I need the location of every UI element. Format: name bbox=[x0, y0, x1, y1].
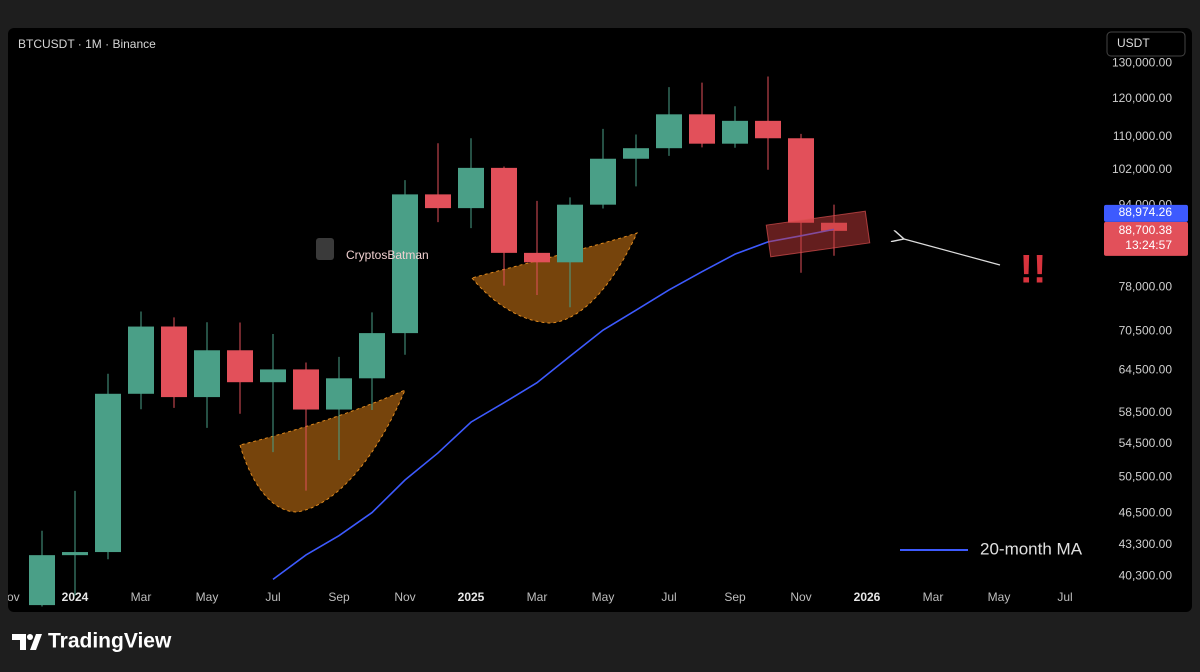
x-tick-label: 2026 bbox=[854, 590, 881, 604]
currency-button[interactable] bbox=[1106, 31, 1186, 57]
y-tick-label: 102,000.00 bbox=[1112, 162, 1172, 176]
cup-drawing bbox=[239, 389, 406, 513]
watermark: CryptosBatman bbox=[346, 248, 429, 262]
y-tick-label: 78,000.00 bbox=[1119, 279, 1173, 293]
candle-body bbox=[755, 120, 781, 139]
candle-body bbox=[689, 114, 715, 144]
candle-body bbox=[392, 194, 418, 334]
candle-body bbox=[623, 148, 649, 159]
legend-label: 20-month MA bbox=[980, 539, 1083, 558]
candle-body bbox=[161, 326, 187, 398]
logo-icon bbox=[12, 634, 42, 650]
ma-line bbox=[272, 228, 835, 581]
y-tick-label: 70,500.00 bbox=[1119, 324, 1173, 338]
candle-body bbox=[128, 326, 154, 394]
ma-price-tag bbox=[1104, 204, 1188, 222]
y-tick-label: 130,000.00 bbox=[1112, 56, 1172, 70]
candle-body bbox=[425, 194, 451, 209]
candle-body bbox=[326, 378, 352, 410]
last-price-tag bbox=[1104, 221, 1188, 256]
candle-body bbox=[359, 333, 385, 379]
chart-title: BTCUSDT · 1M · Binance bbox=[18, 37, 156, 51]
x-tick-label: Mar bbox=[923, 590, 944, 604]
x-tick-label: May bbox=[988, 590, 1011, 604]
y-tick-label: 50,500.00 bbox=[1119, 470, 1173, 484]
marks bbox=[29, 76, 847, 607]
y-tick-label: 58,500.00 bbox=[1119, 405, 1173, 419]
legend: 20-month MA bbox=[900, 539, 1083, 558]
x-tick-label: Nov bbox=[0, 590, 20, 604]
x-tick-label: 2024 bbox=[62, 590, 89, 604]
arrow bbox=[904, 239, 1001, 266]
currency-label[interactable]: USDT bbox=[1117, 36, 1150, 50]
y-tick-label: 54,500.00 bbox=[1119, 436, 1173, 450]
y-tick-label: 46,500.00 bbox=[1119, 506, 1173, 520]
candle-body bbox=[293, 369, 319, 410]
y-tick-label: 64,500.00 bbox=[1119, 362, 1173, 376]
x-tick-label: Nov bbox=[394, 590, 415, 604]
y-tick-label: 110,000.00 bbox=[1113, 129, 1172, 143]
candle-body bbox=[491, 167, 517, 253]
x-tick-label: Jul bbox=[661, 590, 676, 604]
candle-body bbox=[788, 138, 814, 223]
candle-body bbox=[194, 350, 220, 398]
countdown: 13:24:57 bbox=[1125, 238, 1172, 252]
y-tick-label: 43,300.00 bbox=[1119, 537, 1173, 551]
x-tick-label: Mar bbox=[131, 590, 152, 604]
overlays: CryptosBatman !! bbox=[316, 210, 1047, 292]
candle-body bbox=[524, 252, 550, 263]
drawings bbox=[239, 232, 638, 513]
x-tick-label: Mar bbox=[527, 590, 548, 604]
candle-body bbox=[557, 204, 583, 263]
x-tick-label: Jul bbox=[1057, 590, 1072, 604]
annotation: !! bbox=[1020, 248, 1047, 292]
candle-body bbox=[656, 114, 682, 149]
candle-body bbox=[590, 158, 616, 205]
candle-body bbox=[722, 120, 748, 144]
plot-background bbox=[8, 28, 1192, 612]
last-price-label: 88,700.38 bbox=[1119, 223, 1173, 237]
x-tick-label: 2025 bbox=[458, 590, 485, 604]
x-tick-label: Sep bbox=[328, 590, 350, 604]
x-tick-label: May bbox=[196, 590, 219, 604]
highlight-box bbox=[765, 210, 871, 258]
ma-price-label: 88,974.26 bbox=[1119, 205, 1173, 219]
y-tick-label: 120,000.00 bbox=[1112, 91, 1172, 105]
logo-dot bbox=[27, 634, 33, 640]
x-tick-label: Jul bbox=[265, 590, 280, 604]
watermark-icon bbox=[316, 238, 334, 260]
candle-body bbox=[62, 552, 88, 556]
x-tick-label: Nov bbox=[790, 590, 811, 604]
candle-body bbox=[458, 167, 484, 209]
candle-body bbox=[29, 555, 55, 606]
y-tick-label: 40,300.00 bbox=[1119, 568, 1173, 582]
candle-body bbox=[95, 393, 121, 553]
brand-logo: TradingView bbox=[12, 630, 172, 653]
x-tick-label: Sep bbox=[724, 590, 746, 604]
cup-drawing bbox=[471, 232, 638, 324]
brand: TradingView bbox=[48, 630, 172, 653]
candle-body bbox=[227, 350, 253, 383]
candle-body bbox=[260, 369, 286, 383]
x-tick-label: May bbox=[592, 590, 615, 604]
